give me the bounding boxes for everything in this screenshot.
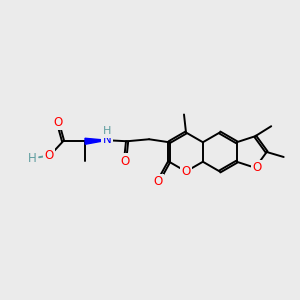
Text: O: O — [44, 149, 54, 162]
Text: O: O — [53, 116, 63, 129]
Text: H: H — [28, 152, 37, 165]
Text: N: N — [103, 133, 112, 146]
Polygon shape — [85, 138, 107, 144]
Text: H: H — [103, 126, 111, 136]
Text: O: O — [154, 175, 163, 188]
Text: O: O — [182, 165, 190, 178]
Text: O: O — [121, 155, 130, 168]
Text: O: O — [253, 161, 262, 174]
